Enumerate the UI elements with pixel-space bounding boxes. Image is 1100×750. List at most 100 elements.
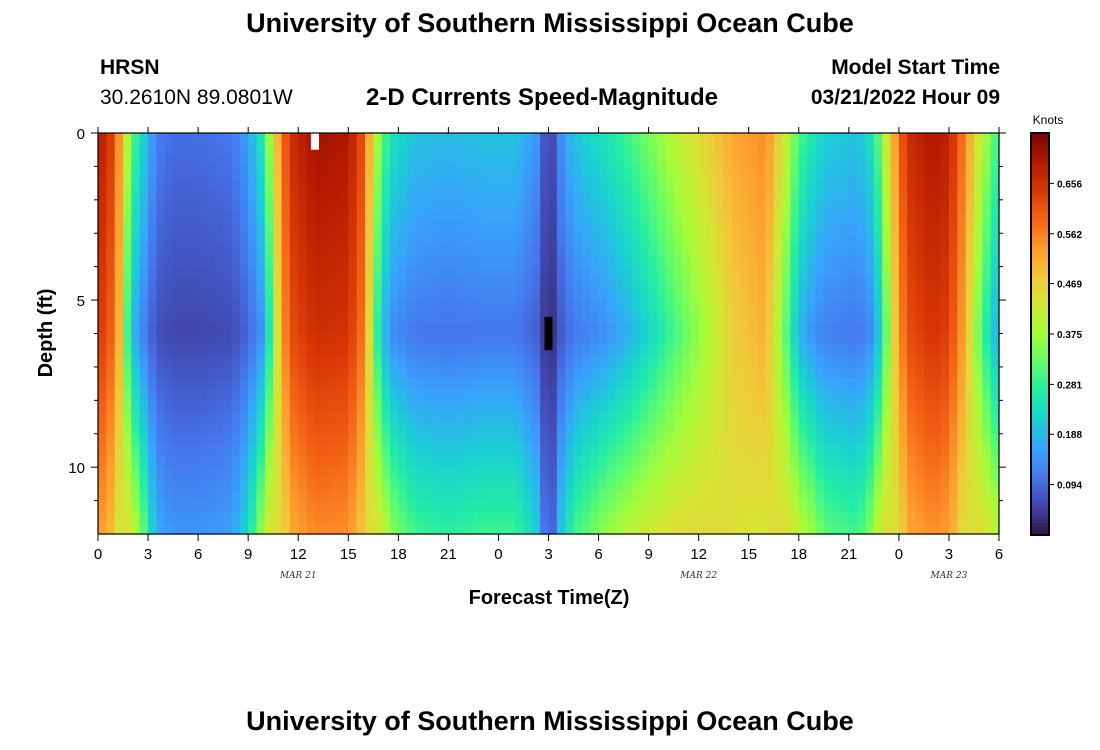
- heatmap-cell: [239, 422, 249, 435]
- heatmap-cell: [239, 478, 249, 491]
- heatmap-cell: [306, 500, 316, 513]
- heatmap-cell: [456, 188, 466, 201]
- heatmap-cell: [923, 500, 933, 513]
- heatmap-cell: [314, 322, 324, 335]
- heatmap-cell: [782, 300, 792, 312]
- heatmap-cell: [523, 188, 533, 201]
- heatmap-cell: [757, 456, 766, 468]
- heatmap-cell: [456, 355, 466, 368]
- heatmap-cell: [840, 433, 850, 446]
- heatmap-cell: [857, 177, 867, 190]
- heatmap-cell: [189, 277, 199, 290]
- heatmap-cell: [648, 300, 658, 312]
- heatmap-cell: [256, 489, 266, 502]
- heatmap-cell: [490, 378, 500, 390]
- heatmap-cell: [239, 144, 249, 156]
- heatmap-cell: [898, 522, 908, 535]
- heatmap-cell: [314, 255, 324, 268]
- heatmap-cell: [940, 478, 950, 491]
- heatmap-cell: [865, 355, 875, 368]
- heatmap-cell: [923, 378, 933, 390]
- heatmap-cell: [431, 500, 441, 513]
- heatmap-cell: [490, 389, 500, 401]
- colorbar-segment: [1031, 502, 1049, 508]
- heatmap-cell: [606, 144, 616, 156]
- heatmap-cell: [223, 255, 233, 268]
- heatmap-cell: [415, 478, 424, 491]
- heatmap-cell: [907, 344, 917, 357]
- heatmap-cell: [590, 255, 600, 268]
- heatmap-cell: [373, 400, 383, 413]
- heatmap-cell: [898, 366, 908, 379]
- heatmap-cell: [281, 144, 291, 156]
- heatmap-cell: [198, 400, 208, 413]
- heatmap-cell: [915, 166, 925, 179]
- heatmap-cell: [515, 411, 525, 424]
- y-tick-label: 10: [68, 460, 85, 477]
- heatmap-cell: [239, 155, 249, 168]
- heatmap-cell: [698, 177, 708, 190]
- heatmap-cell: [264, 210, 274, 223]
- heatmap-cell: [298, 333, 308, 346]
- heatmap-cell: [740, 144, 750, 156]
- heatmap-cell: [698, 188, 708, 201]
- heatmap-cell: [314, 277, 324, 290]
- heatmap-cell: [773, 166, 783, 179]
- heatmap-cell: [356, 378, 366, 390]
- heatmap-cell: [556, 266, 566, 279]
- heatmap-cell: [765, 166, 775, 179]
- heatmap-cell: [306, 433, 316, 446]
- heatmap-cell: [264, 300, 274, 312]
- heatmap-cell: [323, 366, 333, 379]
- heatmap-cell: [590, 199, 600, 212]
- heatmap-cell: [873, 411, 883, 424]
- heatmap-cell: [890, 244, 900, 257]
- heatmap-cell: [156, 322, 166, 335]
- heatmap-cell: [364, 311, 374, 323]
- heatmap-cell: [406, 344, 416, 357]
- heatmap-cell: [356, 277, 366, 290]
- heatmap-cell: [882, 511, 892, 524]
- heatmap-cell: [565, 411, 575, 424]
- heatmap-cell: [123, 177, 132, 190]
- heatmap-cell: [807, 133, 817, 145]
- heatmap-cell: [139, 210, 149, 223]
- heatmap-cell: [948, 177, 958, 190]
- heatmap-cell: [965, 210, 975, 223]
- heatmap-cell: [698, 300, 708, 312]
- heatmap-cell: [139, 333, 149, 346]
- heatmap-cell: [423, 400, 433, 413]
- heatmap-cell: [848, 322, 858, 335]
- heatmap-cell: [740, 244, 750, 257]
- heatmap-cell: [239, 433, 249, 446]
- heatmap-cell: [798, 378, 808, 390]
- heatmap-cell: [356, 333, 366, 346]
- colorbar-segment: [1031, 277, 1049, 283]
- heatmap-cell: [506, 288, 516, 301]
- heatmap-cell: [264, 233, 274, 245]
- heatmap-cell: [156, 333, 166, 346]
- heatmap-cell: [398, 522, 408, 535]
- heatmap-cell: [890, 266, 900, 279]
- heatmap-cell: [256, 344, 266, 357]
- heatmap-cell: [223, 456, 233, 468]
- heatmap-cell: [273, 433, 283, 446]
- heatmap-cell: [373, 500, 383, 513]
- heatmap-cell: [431, 166, 441, 179]
- heatmap-cell: [106, 456, 116, 468]
- heatmap-cell: [256, 166, 266, 179]
- heatmap-cell: [648, 400, 658, 413]
- heatmap-cell: [398, 411, 408, 424]
- heatmap-cell: [148, 378, 157, 390]
- heatmap-cell: [757, 366, 766, 379]
- heatmap-cell: [957, 300, 967, 312]
- heatmap-cell: [231, 288, 241, 301]
- heatmap-cell: [631, 166, 641, 179]
- colorbar-segment: [1031, 458, 1049, 464]
- heatmap-cell: [389, 288, 399, 301]
- heatmap-cell: [882, 322, 892, 335]
- heatmap-cell: [606, 411, 616, 424]
- heatmap-cell: [598, 433, 608, 446]
- heatmap-cell: [431, 333, 441, 346]
- heatmap-cell: [923, 222, 933, 234]
